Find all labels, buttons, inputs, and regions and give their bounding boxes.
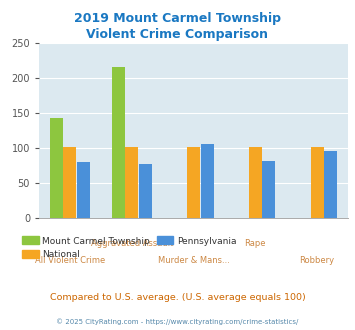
Text: Murder & Mans...: Murder & Mans... <box>158 256 229 265</box>
Bar <box>249 147 262 218</box>
Text: Rape: Rape <box>245 239 266 248</box>
Bar <box>324 151 337 218</box>
Bar <box>201 144 214 218</box>
Bar <box>50 118 63 218</box>
Bar <box>111 67 125 218</box>
Text: All Violent Crime: All Violent Crime <box>35 256 105 265</box>
Legend: Mount Carmel Township, National, Pennsylvania: Mount Carmel Township, National, Pennsyl… <box>19 233 240 263</box>
Bar <box>262 161 275 218</box>
Bar <box>77 162 90 218</box>
Bar <box>125 147 138 218</box>
Text: Violent Crime Comparison: Violent Crime Comparison <box>87 28 268 41</box>
Text: © 2025 CityRating.com - https://www.cityrating.com/crime-statistics/: © 2025 CityRating.com - https://www.city… <box>56 318 299 325</box>
Bar <box>311 147 323 218</box>
Bar <box>64 147 76 218</box>
Text: Compared to U.S. average. (U.S. average equals 100): Compared to U.S. average. (U.S. average … <box>50 293 305 302</box>
Bar <box>187 147 200 218</box>
Bar <box>139 164 152 218</box>
Text: 2019 Mount Carmel Township: 2019 Mount Carmel Township <box>74 12 281 24</box>
Text: Robbery: Robbery <box>300 256 334 265</box>
Text: Aggravated Assault: Aggravated Assault <box>91 239 173 248</box>
